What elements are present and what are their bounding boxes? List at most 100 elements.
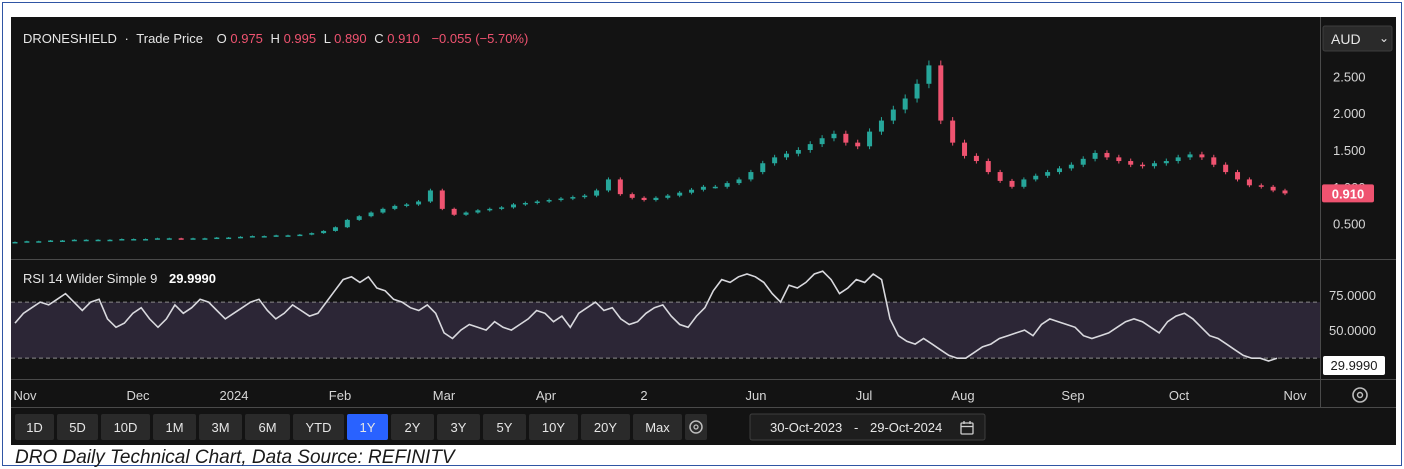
candle-body [427, 190, 433, 202]
currency-selector[interactable]: AUD ⌄ [1322, 25, 1393, 52]
candle-body [558, 198, 564, 201]
rsi-last-badge: 29.9990 [1323, 356, 1385, 375]
range-button-6m[interactable]: 6M [245, 414, 290, 440]
range-button-bg[interactable] [633, 414, 682, 440]
range-button-bg[interactable] [437, 414, 480, 440]
candle-body [380, 208, 386, 213]
range-button-bg[interactable] [391, 414, 434, 440]
currency-selector-box[interactable] [1322, 25, 1393, 52]
last-price-label: 0.910 [1332, 186, 1365, 201]
candle-body [1092, 152, 1098, 159]
rsi-value: 29.9990 [169, 271, 216, 286]
candle-body [95, 239, 101, 242]
candle-body [1199, 154, 1205, 158]
candle-body [1009, 180, 1015, 187]
candle-body [511, 204, 517, 208]
time-tick-label: Jun [746, 388, 767, 403]
candle-body [1151, 163, 1157, 167]
candle-body [178, 238, 184, 240]
candle-body [736, 179, 742, 184]
candle-body [546, 200, 552, 202]
change-value: −0.055 (−5.70%) [431, 31, 528, 46]
date-range-picker[interactable]: 30-Oct-2023 - 29-Oct-2024 [749, 413, 986, 441]
range-button-bg[interactable] [57, 414, 98, 440]
range-button-max[interactable]: Max [633, 414, 682, 440]
low-value: 0.890 [334, 31, 367, 46]
time-tick-label: Feb [329, 388, 351, 403]
candle-body [878, 120, 884, 132]
range-button-label: 20Y [594, 420, 617, 435]
candle-body [902, 98, 908, 110]
range-button-bg[interactable] [199, 414, 242, 440]
range-button-label: 10D [114, 420, 138, 435]
candle-body [1258, 185, 1264, 187]
candle-body [783, 153, 789, 158]
range-button-1y[interactable]: 1Y [347, 414, 388, 440]
candle-body [487, 208, 493, 211]
range-button-label: 3Y [451, 420, 467, 435]
candle-body [131, 239, 137, 241]
candle-body [249, 236, 255, 238]
rsi-tick-label: 75.0000 [1329, 288, 1376, 303]
rsi-band [11, 302, 1320, 359]
range-button-bg[interactable] [581, 414, 630, 440]
range-button-bg[interactable] [15, 414, 54, 440]
candle-body [962, 142, 968, 156]
price-tick-label: 2.500 [1333, 69, 1366, 84]
candles-layer [12, 60, 1288, 244]
candle-body [653, 197, 659, 201]
range-button-3y[interactable]: 3Y [437, 414, 480, 440]
candle-body [107, 239, 113, 242]
range-button-label: 3M [211, 420, 229, 435]
range-button-1m[interactable]: 1M [153, 414, 196, 440]
range-button-bg[interactable] [347, 414, 388, 440]
legend-separator: · [125, 31, 129, 46]
candle-body [1163, 161, 1169, 164]
range-button-bg[interactable] [529, 414, 578, 440]
date-range-box[interactable] [749, 413, 986, 441]
candle-body [12, 241, 18, 244]
candle-body [1140, 164, 1146, 167]
time-tick-label: Sep [1061, 388, 1084, 403]
candle-body [273, 235, 279, 237]
range-button-1d[interactable]: 1D [15, 414, 54, 440]
candle-body [24, 241, 30, 243]
range-button-5d[interactable]: 5D [57, 414, 98, 440]
gear-icon[interactable] [1352, 387, 1368, 403]
range-button-ytd[interactable]: YTD [293, 414, 344, 440]
range-button-bg[interactable] [245, 414, 290, 440]
chart-background [11, 17, 1396, 445]
range-button-bg[interactable] [101, 414, 150, 440]
range-button-20y[interactable]: 20Y [581, 414, 630, 440]
range-button-5y[interactable]: 5Y [483, 414, 526, 440]
range-button-bg[interactable] [293, 414, 344, 440]
candle-body [475, 210, 481, 213]
candle-body [261, 236, 267, 238]
candle-body [748, 172, 754, 180]
candle-body [439, 190, 445, 209]
gear-icon[interactable] [685, 414, 707, 440]
candle-body [404, 204, 410, 206]
candle-body [463, 212, 469, 215]
range-button-3m[interactable]: 3M [199, 414, 242, 440]
time-tick-label: 2024 [220, 388, 249, 403]
candle-body [843, 133, 849, 143]
range-button-2y[interactable]: 2Y [391, 414, 434, 440]
price-legend: DRONESHIELD · Trade Price O 0.975 H 0.99… [23, 31, 528, 46]
candle-body [724, 183, 730, 187]
candle-body [416, 201, 422, 205]
candle-body [914, 83, 920, 99]
candle-body [71, 239, 77, 242]
candle-body [582, 195, 588, 198]
range-button-bg[interactable] [153, 414, 196, 440]
time-tick-label: Nov [1283, 388, 1307, 403]
candle-body [819, 138, 825, 145]
candle-body [831, 133, 837, 139]
range-button-10y[interactable]: 10Y [529, 414, 578, 440]
candle-body [36, 241, 42, 243]
range-button-10d[interactable]: 10D [101, 414, 150, 440]
calendar-icon[interactable] [960, 421, 974, 435]
range-button-bg[interactable] [483, 414, 526, 440]
